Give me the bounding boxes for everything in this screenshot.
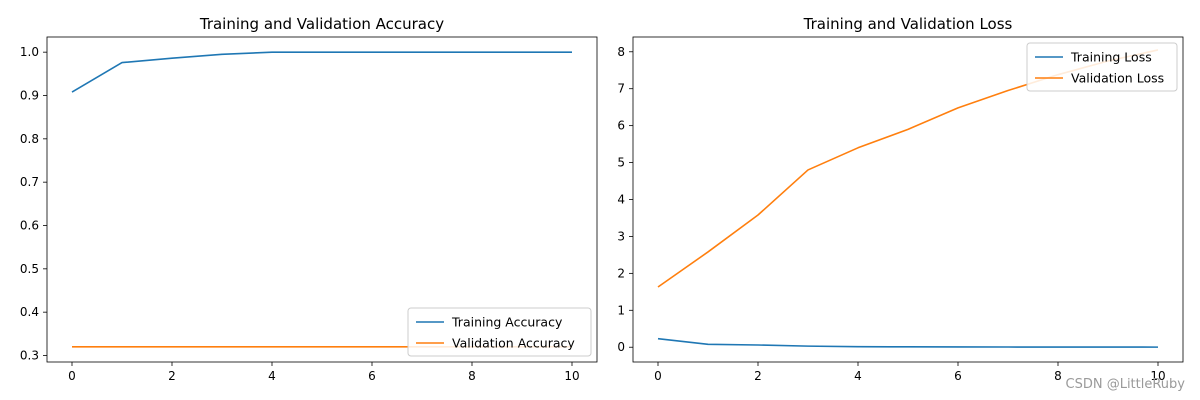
y-tick-label: 5 [617,156,625,170]
x-tick-label: 0 [68,369,76,383]
watermark: CSDN @LittleRuby [1066,377,1186,392]
y-tick-label: 2 [617,266,625,280]
x-tick-label: 0 [654,369,662,383]
legend: Training Accuracy Validation Accuracy [407,307,592,357]
y-tick-label: 8 [617,45,625,59]
y-tick-label: 0.6 [20,219,39,233]
y-tick-label: 6 [617,119,625,133]
chart-title: Training and Validation Loss [803,15,1013,33]
legend-label-2: Validation Loss [1071,71,1164,86]
legend-box [1026,42,1178,92]
y-tick-label: 0.7 [20,175,39,189]
legend: Training Loss Validation Loss [1026,42,1178,92]
x-tick-label: 10 [1150,369,1165,383]
y-tick-label: 7 [617,82,625,96]
series-line-1 [71,51,572,93]
x-tick-label: 2 [168,369,176,383]
x-tick-label: 10 [564,369,579,383]
y-tick-label: 4 [617,193,625,207]
y-tick-label: 3 [617,229,625,243]
y-tick-label: 0.3 [20,349,39,363]
chart-panel-1: Training and Validation Accuracy 0 2 4 6 8 10 0… [20,15,598,383]
y-tick-label: 1.0 [20,45,39,59]
legend-label-1: Training Accuracy [451,315,563,330]
x-tick-label: 8 [1054,369,1062,383]
axes-frame [46,36,598,363]
chart-panel-2: Training and Validation Loss 0 2 4 6 8 10 0 1 2 3 4… [617,15,1184,383]
chart-title: Training and Validation Accuracy [199,15,444,33]
x-tick-label: 6 [954,369,962,383]
x-tick-label: 4 [854,369,862,383]
y-tick-label: 0.4 [20,305,39,319]
y-tick-label: 1 [617,303,625,317]
legend-label-1: Training Loss [1070,50,1152,65]
series-line-1 [657,337,1159,348]
y-tick-label: 0.8 [20,132,39,146]
legend-box [407,307,592,357]
x-tick-label: 6 [368,369,376,383]
y-tick-label: 0.5 [20,262,39,276]
y-tick-label: 0.9 [20,89,39,103]
x-tick-label: 2 [754,369,762,383]
y-tick-label: 0 [617,340,625,354]
legend-label-2: Validation Accuracy [452,336,575,351]
x-tick-label: 4 [268,369,276,383]
x-tick-label: 8 [468,369,476,383]
